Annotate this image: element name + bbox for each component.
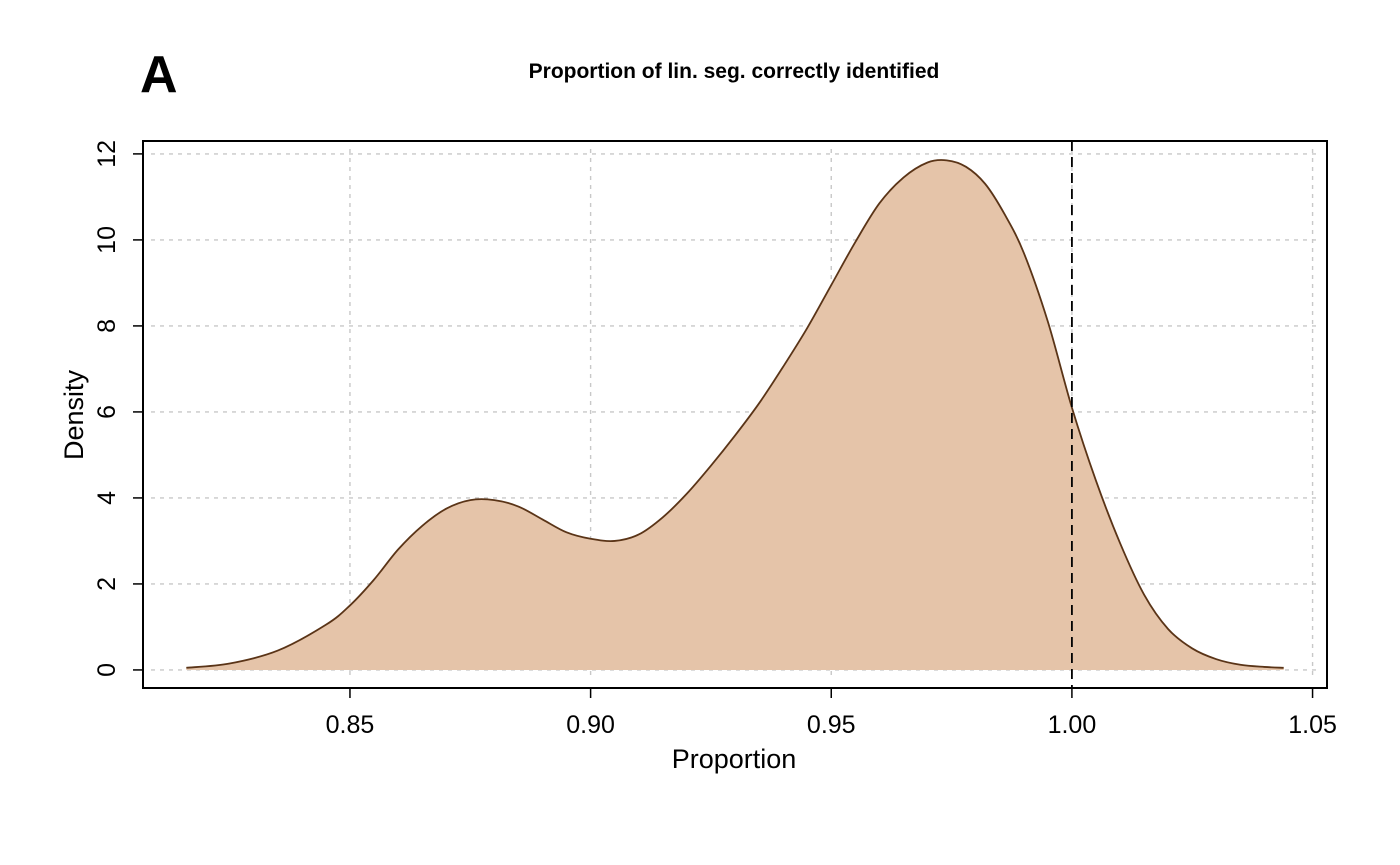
plot-frame (142, 140, 1328, 689)
density-curve (186, 159, 1284, 669)
x-tick-label: 1.00 (1048, 711, 1097, 739)
x-axis-title: Proportion (672, 744, 797, 774)
y-tick-label: 4 (93, 491, 121, 505)
y-tick-label: 0 (93, 663, 121, 677)
x-tick-label: 0.95 (807, 711, 856, 739)
density-area (186, 159, 1284, 670)
chart-title: Proportion of lin. seg. correctly identi… (529, 60, 940, 83)
x-tick-label: 0.85 (326, 711, 375, 739)
panel-label: A (140, 46, 178, 104)
y-tick-label: 2 (93, 577, 121, 591)
y-tick-label: 6 (93, 405, 121, 419)
x-tick-label: 0.90 (566, 711, 615, 739)
y-tick-label: 10 (93, 226, 121, 254)
y-axis-title: Density (59, 369, 89, 460)
y-axis: 0 2 4 6 8 10 12 (93, 140, 143, 677)
y-tick-label: 8 (93, 319, 121, 333)
y-tick-label: 12 (93, 140, 121, 168)
x-axis: 0.85 0.90 0.95 1.00 1.05 (326, 688, 1337, 739)
x-tick-label: 1.05 (1288, 711, 1337, 739)
density-fill (186, 159, 1284, 670)
